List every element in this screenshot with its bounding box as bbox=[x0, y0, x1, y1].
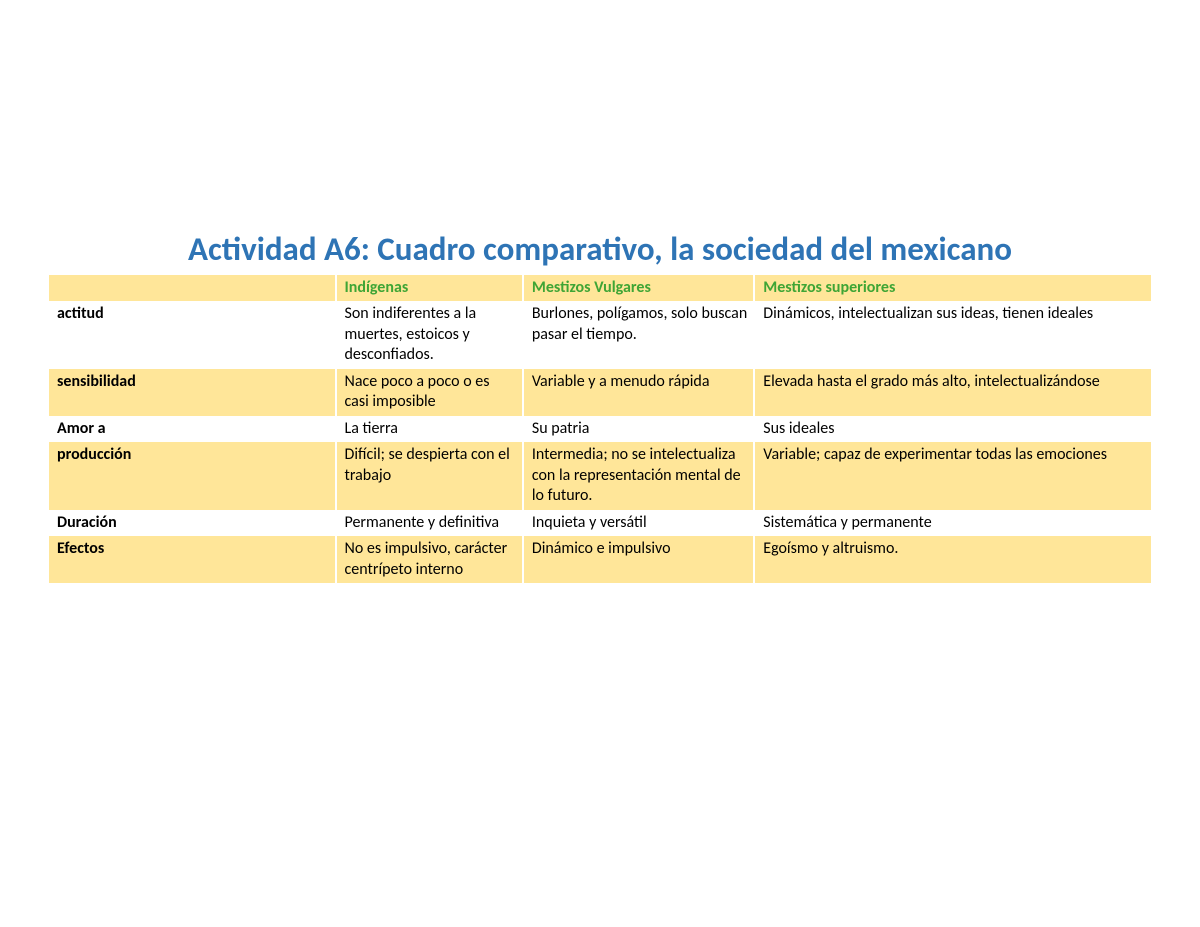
cell: Burlones, polígamos, solo buscan pasar e… bbox=[523, 301, 754, 368]
cell: Variable y a menudo rápida bbox=[523, 369, 754, 416]
comparison-table: Indígenas Mestizos Vulgares Mestizos sup… bbox=[49, 275, 1151, 583]
cell: Variable; capaz de experimentar todas la… bbox=[754, 442, 1151, 509]
row-label: Amor a bbox=[49, 416, 336, 442]
row-label: sensibilidad bbox=[49, 369, 336, 416]
page-title: Actividad A6: Cuadro comparativo, la soc… bbox=[49, 229, 1151, 269]
header-mestizos-vulgares: Mestizos Vulgares bbox=[523, 275, 754, 301]
cell: Inquieta y versátil bbox=[523, 510, 754, 536]
cell: Dinámicos, intelectualizan sus ideas, ti… bbox=[754, 301, 1151, 368]
cell: Son indiferentes a la muertes, estoicos … bbox=[336, 301, 523, 368]
table-row: Amor a La tierra Su patria Sus ideales bbox=[49, 416, 1151, 442]
row-label: Duración bbox=[49, 510, 336, 536]
row-label: Efectos bbox=[49, 536, 336, 583]
header-blank bbox=[49, 275, 336, 301]
cell: Sus ideales bbox=[754, 416, 1151, 442]
cell: Difícil; se despierta con el trabajo bbox=[336, 442, 523, 509]
table-header-row: Indígenas Mestizos Vulgares Mestizos sup… bbox=[49, 275, 1151, 301]
cell: Nace poco a poco o es casi imposible bbox=[336, 369, 523, 416]
cell: Elevada hasta el grado más alto, intelec… bbox=[754, 369, 1151, 416]
table-row: Duración Permanente y definitiva Inquiet… bbox=[49, 510, 1151, 536]
cell: No es impulsivo, carácter centrípeto int… bbox=[336, 536, 523, 583]
header-mestizos-superiores: Mestizos superiores bbox=[754, 275, 1151, 301]
cell: Dinámico e impulsivo bbox=[523, 536, 754, 583]
table-row: actitud Son indiferentes a la muertes, e… bbox=[49, 301, 1151, 368]
row-label: actitud bbox=[49, 301, 336, 368]
table-row: sensibilidad Nace poco a poco o es casi … bbox=[49, 369, 1151, 416]
cell: Sistemática y permanente bbox=[754, 510, 1151, 536]
cell: Egoísmo y altruismo. bbox=[754, 536, 1151, 583]
cell: La tierra bbox=[336, 416, 523, 442]
cell: Permanente y definitiva bbox=[336, 510, 523, 536]
table-row: producción Difícil; se despierta con el … bbox=[49, 442, 1151, 509]
cell: Intermedia; no se intelectualiza con la … bbox=[523, 442, 754, 509]
header-indigenas: Indígenas bbox=[336, 275, 523, 301]
document-container: Actividad A6: Cuadro comparativo, la soc… bbox=[49, 229, 1151, 583]
row-label: producción bbox=[49, 442, 336, 509]
table-body: actitud Son indiferentes a la muertes, e… bbox=[49, 301, 1151, 583]
table-row: Efectos No es impulsivo, carácter centrí… bbox=[49, 536, 1151, 583]
cell: Su patria bbox=[523, 416, 754, 442]
